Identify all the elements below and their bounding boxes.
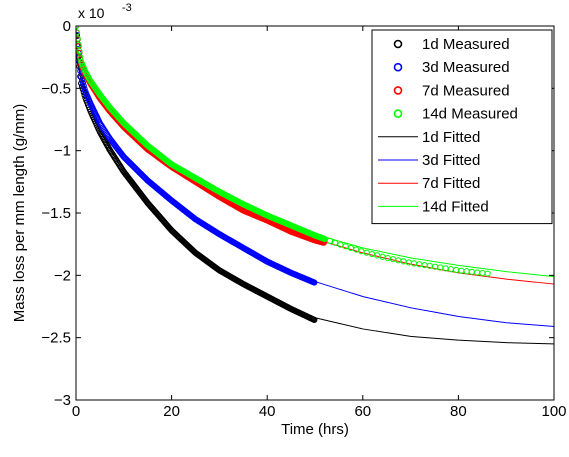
data-point bbox=[353, 246, 360, 253]
y-tick-label: −1 bbox=[54, 143, 71, 160]
y-tick-label: 0 bbox=[63, 18, 71, 35]
legend-label: 14d Measured bbox=[422, 106, 518, 123]
y-tick-label: −3 bbox=[54, 392, 71, 409]
legend-item-1d-measured: 1d Measured bbox=[393, 36, 510, 53]
data-point bbox=[321, 235, 328, 243]
legend-box bbox=[371, 29, 553, 225]
data-point bbox=[80, 82, 87, 90]
data-point bbox=[311, 279, 318, 286]
legend-item-3d-fitted: 3d Fitted bbox=[378, 152, 480, 169]
y-tick-label: −2 bbox=[54, 267, 71, 284]
data-point bbox=[77, 54, 84, 61]
legend-label: 1d Measured bbox=[422, 36, 510, 53]
x-tick-label: 60 bbox=[354, 403, 371, 420]
legend-marker bbox=[393, 62, 403, 72]
legend-item-7d-measured: 7d Measured bbox=[393, 82, 510, 99]
y-tick-label: −1.5 bbox=[41, 205, 71, 222]
legend-item-14d-fitted: 14d Fitted bbox=[378, 198, 489, 215]
data-point bbox=[76, 48, 83, 55]
x-tick-label: 100 bbox=[541, 403, 566, 420]
y-multiplier-exponent: -3 bbox=[122, 2, 132, 14]
data-point bbox=[76, 31, 80, 39]
data-point bbox=[332, 239, 339, 246]
legend-label: 7d Fitted bbox=[422, 175, 480, 192]
data-point bbox=[337, 241, 344, 248]
x-axis-label: Time (hrs) bbox=[281, 421, 349, 438]
data-point bbox=[311, 316, 318, 323]
legend-marker bbox=[393, 86, 403, 95]
y-tick-label: −0.5 bbox=[41, 80, 71, 97]
data-point bbox=[76, 49, 83, 57]
legend-label: 14d Fitted bbox=[422, 198, 489, 215]
data-point bbox=[484, 270, 491, 277]
legend-item-3d-measured: 3d Measured bbox=[393, 59, 510, 76]
data-point bbox=[76, 35, 81, 42]
x-tick-label: 20 bbox=[163, 403, 180, 420]
data-point bbox=[79, 79, 86, 87]
data-point bbox=[78, 76, 86, 84]
series-markers-14d-measured bbox=[76, 26, 491, 277]
legend-marker bbox=[393, 109, 403, 118]
legend-item-14d-measured: 14d Measured bbox=[393, 106, 518, 123]
data-point bbox=[347, 244, 355, 252]
data-point bbox=[76, 29, 80, 36]
y-tick-label: −2.5 bbox=[41, 330, 71, 347]
legend-item-7d-fitted: 7d Fitted bbox=[378, 175, 480, 192]
data-point bbox=[342, 243, 349, 250]
legend-item-1d-fitted: 1d Fitted bbox=[378, 129, 480, 146]
x-tick-label: 40 bbox=[259, 403, 276, 420]
legend-label: 3d Fitted bbox=[422, 152, 480, 169]
x-tick-label: 0 bbox=[72, 403, 80, 420]
x-tick-label: 80 bbox=[450, 403, 467, 420]
y-multiplier-label: x 10 bbox=[78, 5, 105, 21]
legend-label: 1d Fitted bbox=[422, 129, 480, 146]
legend-label: 7d Measured bbox=[422, 82, 510, 99]
data-point bbox=[326, 237, 334, 244]
y-axis-label: Mass loss per mm length (g/mm) bbox=[11, 104, 28, 322]
legend-marker bbox=[393, 39, 403, 49]
plot-area bbox=[76, 26, 554, 345]
data-point bbox=[76, 41, 82, 48]
legend-label: 3d Measured bbox=[422, 59, 510, 76]
series-markers-3d-measured bbox=[76, 26, 318, 286]
